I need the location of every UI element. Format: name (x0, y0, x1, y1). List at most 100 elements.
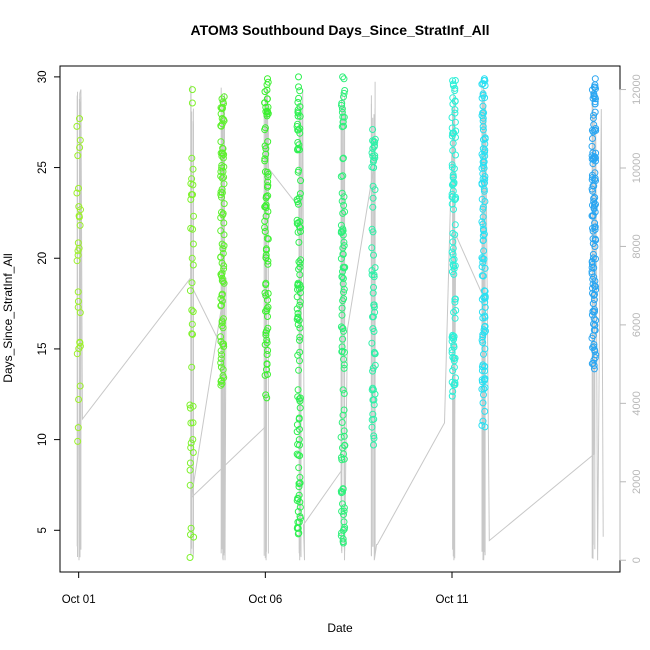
data-point (76, 382, 84, 390)
data-point (264, 260, 272, 268)
data-point (590, 296, 598, 304)
data-point (76, 338, 84, 346)
data-point (218, 290, 226, 298)
data-point (449, 77, 457, 85)
data-point (218, 317, 226, 325)
data-point (369, 313, 377, 321)
data-point (450, 129, 458, 137)
y-right-tick-label: 4000 (631, 391, 643, 415)
data-point (371, 186, 379, 194)
data-point (296, 503, 304, 511)
data-point (293, 428, 301, 436)
data-point (368, 423, 376, 431)
data-point (74, 437, 82, 445)
data-point (263, 95, 271, 103)
data-point (337, 323, 345, 331)
data-point (449, 331, 457, 339)
data-point (590, 320, 597, 328)
data-point (340, 455, 348, 463)
data-point (478, 94, 486, 102)
data-point (339, 268, 346, 276)
data-point (340, 432, 348, 440)
data-point (481, 82, 489, 89)
data-point (338, 197, 346, 205)
y-tick-label: 10 (37, 433, 49, 446)
data-point (220, 343, 228, 350)
data-point (75, 184, 82, 192)
data-point (337, 255, 345, 263)
data-point (479, 145, 487, 153)
data-point (296, 348, 304, 356)
data-point (371, 264, 379, 272)
y-right-tick-label: 8000 (631, 234, 643, 258)
data-point (448, 161, 456, 169)
data-point (339, 488, 346, 496)
data-point (339, 500, 346, 508)
data-point (338, 304, 346, 312)
data-point (448, 181, 456, 189)
data-point (448, 132, 456, 140)
data-point (218, 277, 226, 285)
data-point (589, 160, 597, 168)
data-point (591, 100, 599, 108)
data-point (74, 152, 82, 160)
data-point (452, 151, 459, 159)
data-point (588, 360, 596, 368)
data-point (481, 384, 489, 392)
data-point (340, 406, 348, 414)
scatter-points (73, 73, 600, 561)
data-point (590, 343, 598, 351)
data-point (338, 348, 346, 356)
data-point (76, 342, 84, 350)
data-point (479, 158, 487, 166)
data-point (339, 325, 347, 332)
data-point (589, 128, 597, 136)
data-point (218, 149, 226, 157)
data-point (369, 203, 377, 211)
data-point (338, 189, 346, 197)
data-point (264, 370, 271, 378)
data-point (478, 295, 486, 303)
data-point (189, 330, 196, 338)
data-point (479, 259, 487, 267)
data-point (186, 401, 194, 409)
data-point (449, 80, 457, 88)
y-axis-left: 5 10 15 20 25 30 (37, 70, 61, 533)
data-point (217, 359, 225, 367)
data-point (370, 273, 378, 281)
data-point (340, 89, 348, 97)
data-point (340, 264, 348, 272)
data-point (187, 419, 195, 427)
data-point (75, 396, 83, 403)
data-point (591, 75, 599, 83)
data-point (481, 367, 489, 375)
data-point (370, 348, 378, 356)
data-point (340, 93, 347, 101)
data-point (340, 364, 348, 372)
x-axis-label: Date (327, 621, 353, 635)
data-point (451, 106, 459, 114)
data-point (187, 439, 195, 447)
data-point (479, 232, 487, 240)
data-point (591, 108, 599, 116)
data-point (186, 459, 194, 467)
data-point (478, 180, 486, 188)
data-point (589, 187, 597, 195)
data-point (592, 316, 600, 324)
data-point (340, 327, 347, 335)
data-point (370, 396, 378, 404)
data-point (479, 126, 487, 134)
data-point (261, 88, 269, 96)
data-point (75, 244, 83, 252)
data-point (340, 507, 348, 515)
data-point (296, 473, 304, 481)
data-point (73, 350, 81, 358)
data-point (369, 194, 377, 202)
data-point (452, 195, 460, 203)
data-point (452, 374, 459, 382)
data-point (217, 122, 225, 130)
data-point (263, 86, 271, 94)
data-point (217, 168, 225, 176)
y-tick-label: 15 (37, 343, 49, 356)
